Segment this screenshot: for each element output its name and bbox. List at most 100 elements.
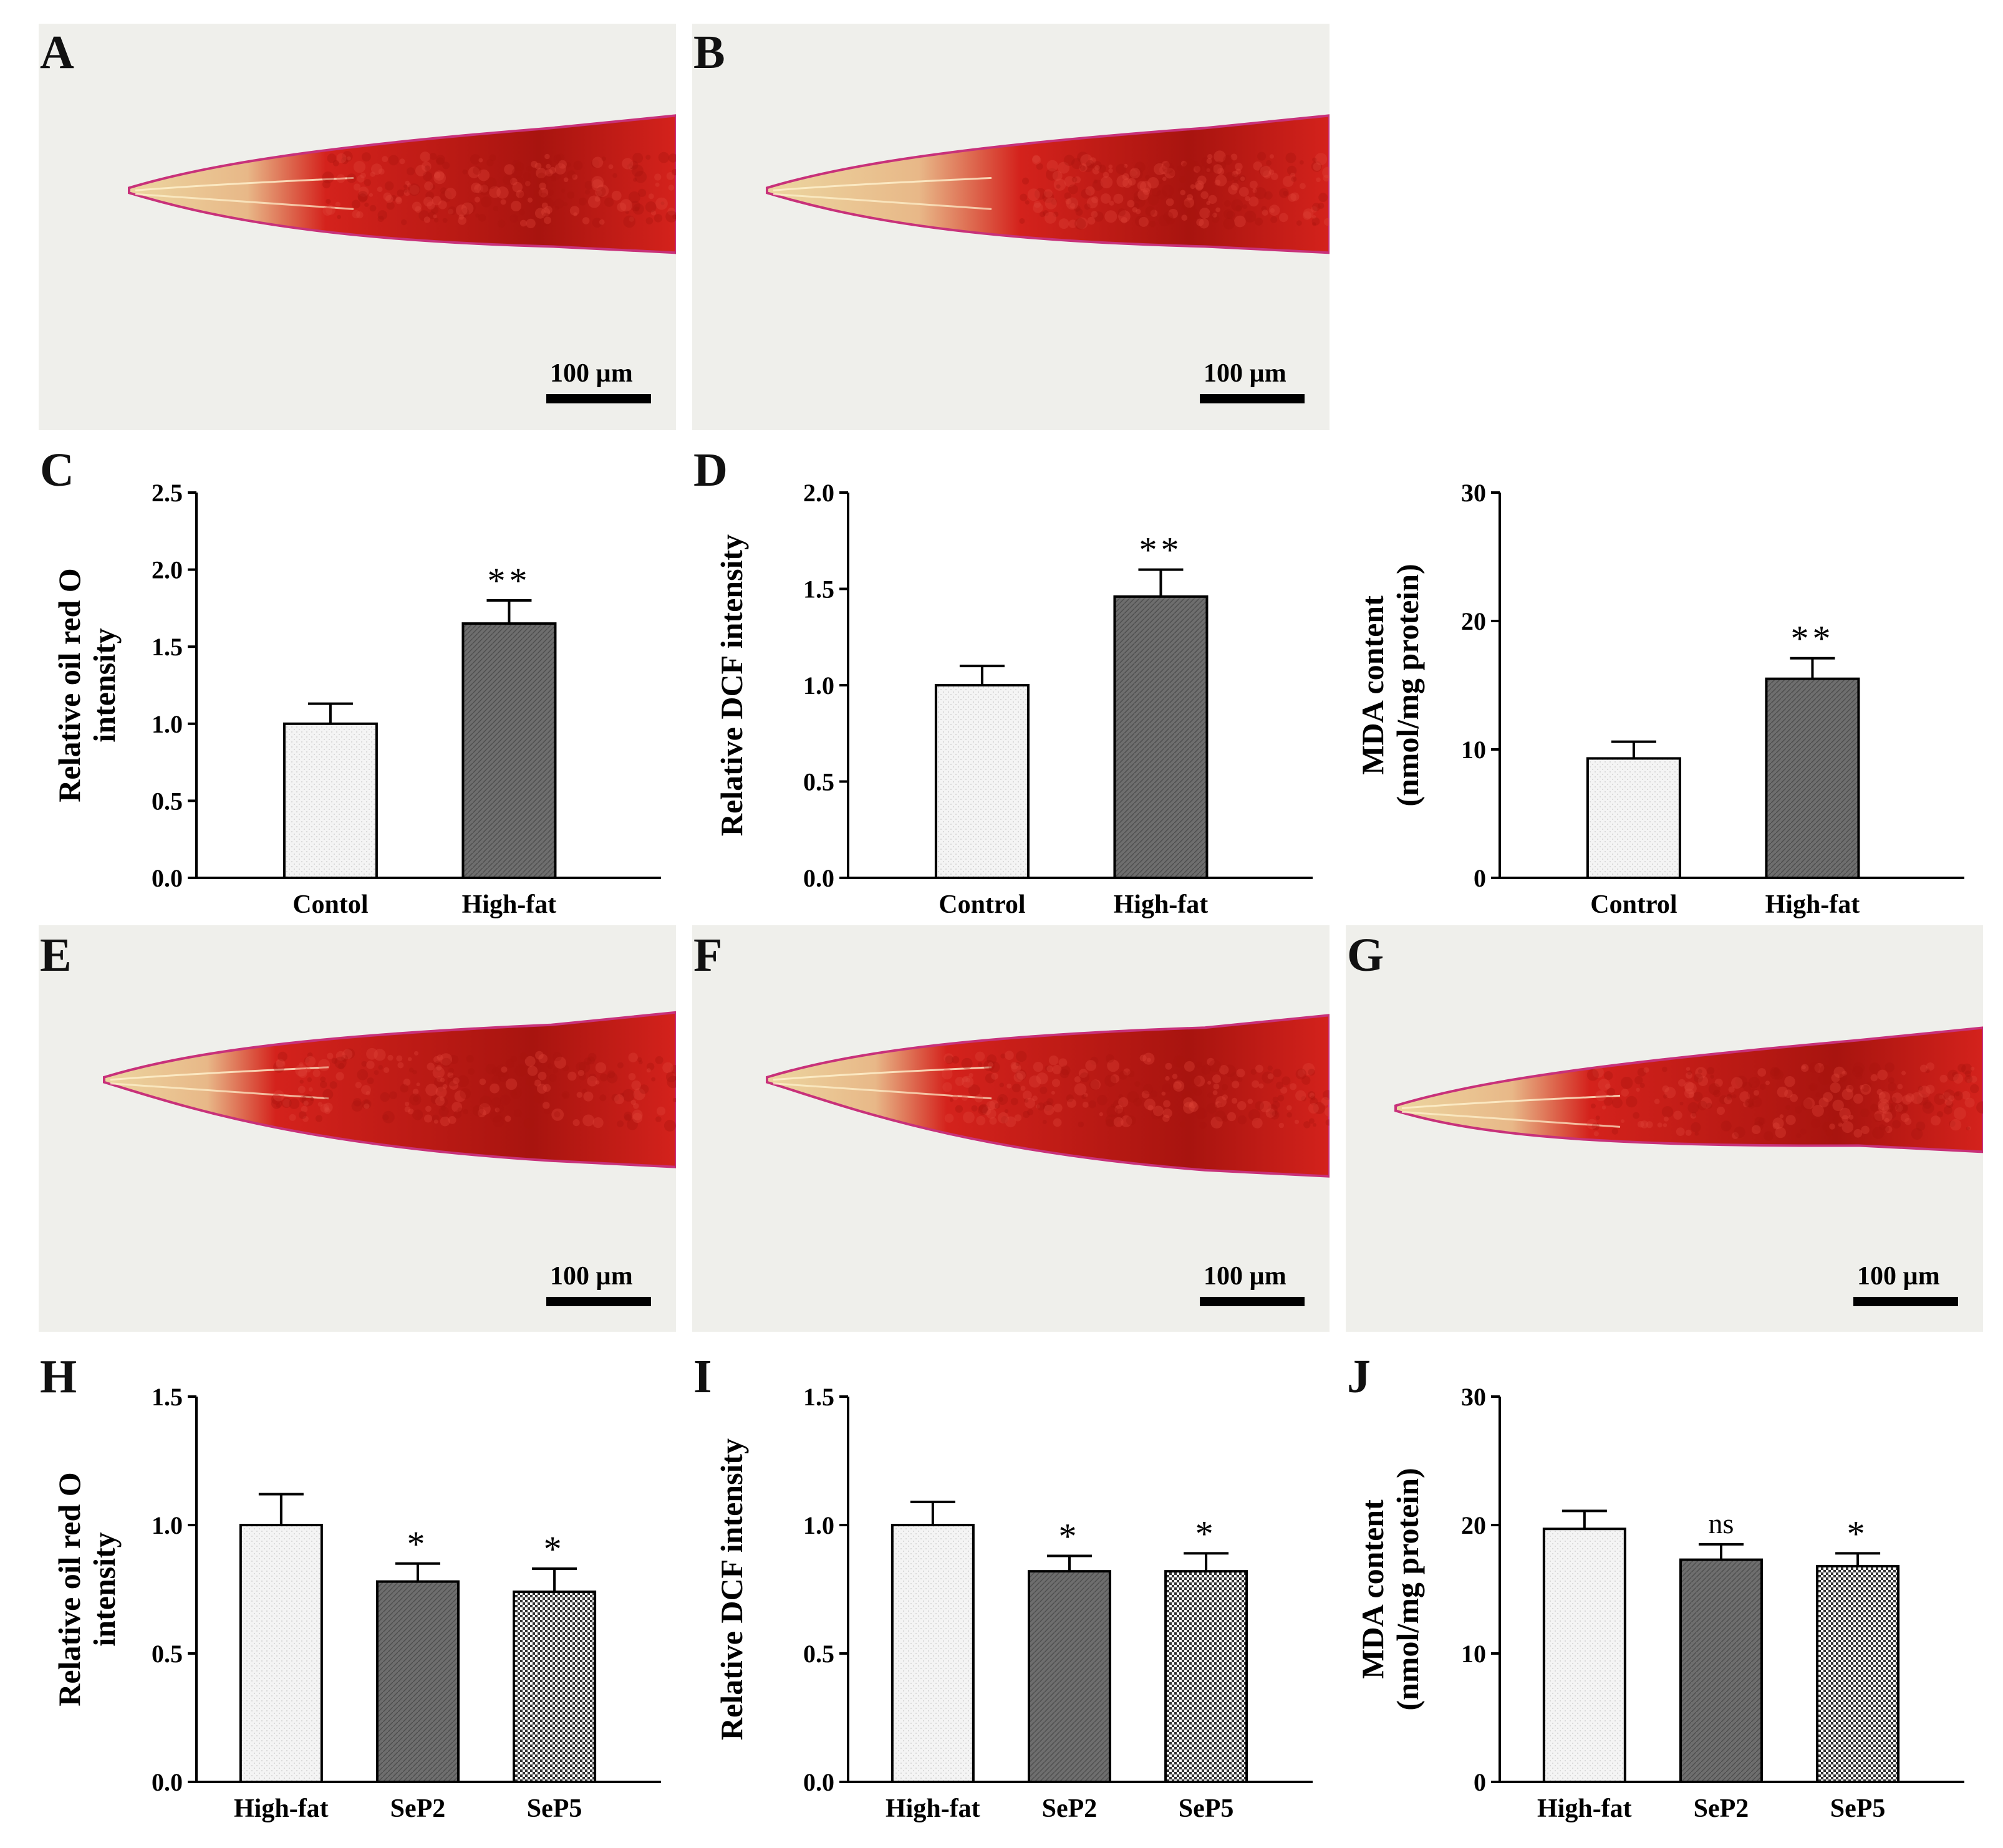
scale-bar-b	[1200, 394, 1305, 403]
micrograph-a	[39, 24, 676, 430]
scale-label-f: 100 µm	[1204, 1262, 1286, 1291]
category-label: SeP2	[390, 1794, 446, 1823]
significance-label: *	[544, 1529, 566, 1569]
significance-label: **	[1139, 530, 1182, 570]
y-tick-label: 2.0	[152, 556, 183, 584]
category-label: High-fat	[1114, 890, 1209, 919]
category-label: SeP5	[1830, 1794, 1886, 1823]
category-label: SeP2	[1694, 1794, 1749, 1823]
significance-label: **	[1790, 618, 1834, 659]
y-tick-label: 1.0	[803, 671, 834, 700]
y-tick-label: 1.0	[152, 1511, 183, 1539]
bar	[934, 684, 1030, 879]
significance-label: **	[487, 561, 531, 601]
panel-letter-e: E	[40, 929, 72, 981]
bar	[890, 1524, 975, 1783]
bar	[1113, 595, 1209, 880]
y-tick-label: 0	[1474, 1768, 1486, 1796]
scale-label-g: 100 µm	[1857, 1262, 1940, 1291]
y-tick-label: 0.5	[803, 768, 834, 796]
y-tick-label: 2.5	[152, 479, 183, 507]
scale-bar-a	[546, 394, 651, 403]
chart-mda-high-fat: 0 10 20 30 MDA content (nmol/mg protein) Contr…	[1347, 474, 1996, 929]
scale-bar-f	[1200, 1297, 1305, 1306]
y-tick-label: 0.0	[803, 1768, 834, 1796]
y-tick-label: 20	[1461, 607, 1486, 635]
y-axis-label: intensity	[87, 1532, 122, 1646]
y-tick-label: 0.0	[803, 864, 834, 892]
chart-d: 0.0 0.5 1.0 1.5 2.0 Relative DCF intensity Con…	[695, 474, 1319, 929]
y-tick-label: 2.0	[803, 479, 834, 507]
y-tick-label: 1.5	[803, 1383, 834, 1411]
category-label: High-fat	[462, 890, 557, 919]
category-label: Contol	[292, 890, 368, 919]
bar	[239, 1524, 323, 1783]
bar	[1816, 1564, 1900, 1783]
significance-label: ns	[1709, 1508, 1734, 1539]
category-label: SeP5	[527, 1794, 582, 1823]
scale-bar-g	[1853, 1297, 1958, 1306]
y-tick-label: 10	[1461, 736, 1486, 764]
y-tick-label: 0.5	[152, 1640, 183, 1668]
panel-letter-f: F	[693, 929, 723, 981]
y-tick-label: 0	[1474, 864, 1486, 892]
significance-label: *	[1058, 1516, 1080, 1556]
panel-letter-i: I	[693, 1350, 712, 1403]
bar	[513, 1591, 597, 1783]
y-axis-label: MDA content	[1355, 595, 1390, 775]
scale-label-b: 100 µm	[1204, 359, 1286, 388]
scale-label-a: 100 µm	[550, 359, 633, 388]
category-label: SeP5	[1179, 1794, 1234, 1823]
y-tick-label: 20	[1461, 1511, 1486, 1539]
y-axis-label: MDA content	[1355, 1499, 1390, 1679]
y-tick-label: 1.0	[803, 1511, 834, 1539]
y-axis-label: intensity	[87, 628, 122, 742]
y-axis-label: (nmol/mg protein)	[1390, 564, 1425, 806]
y-tick-label: 0.0	[152, 1768, 183, 1796]
category-label: Control	[939, 890, 1025, 919]
bar	[461, 622, 557, 879]
bar	[1679, 1558, 1763, 1783]
panel-letter-g: G	[1347, 929, 1384, 981]
category-label: Control	[1590, 890, 1677, 919]
y-tick-label: 30	[1461, 1383, 1486, 1411]
category-label: SeP2	[1042, 1794, 1098, 1823]
category-label: High-fat	[234, 1794, 329, 1823]
y-tick-label: 30	[1461, 479, 1486, 507]
y-axis-label: (nmol/mg protein)	[1390, 1468, 1425, 1710]
y-tick-label: 1.5	[803, 575, 834, 604]
y-tick-label: 10	[1461, 1640, 1486, 1668]
chart-i: 0.0 0.5 1.0 1.5 Relative DCF intensity High-f…	[695, 1378, 1319, 1839]
panel-letter-c: C	[40, 444, 74, 496]
y-axis-label: Relative DCF intensity	[714, 534, 749, 836]
panel-letter-d: D	[693, 444, 728, 496]
category-label: High-fat	[1537, 1794, 1632, 1823]
bar	[1542, 1528, 1626, 1783]
y-axis-label: Relative oil red O	[52, 568, 87, 802]
category-label: High-fat	[886, 1794, 980, 1823]
significance-label: *	[407, 1524, 428, 1564]
y-tick-label: 1.0	[152, 710, 183, 738]
y-axis-label: Relative oil red O	[52, 1472, 87, 1706]
y-axis-label: Relative DCF intensity	[714, 1438, 749, 1740]
bar	[282, 722, 378, 879]
significance-label: *	[1195, 1513, 1217, 1554]
micrograph-f	[692, 925, 1330, 1332]
y-tick-label: 0.5	[152, 787, 183, 815]
bar	[1027, 1570, 1111, 1783]
scale-label-e: 100 µm	[550, 1262, 633, 1291]
micrograph-b	[692, 24, 1330, 430]
panel-letter-a: A	[40, 26, 74, 79]
category-label: High-fat	[1765, 890, 1860, 919]
y-tick-label: 1.5	[152, 1383, 183, 1411]
bar	[375, 1580, 460, 1783]
y-tick-label: 0.5	[803, 1640, 834, 1668]
scale-bar-e	[546, 1297, 651, 1306]
y-tick-label: 1.5	[152, 633, 183, 661]
significance-label: *	[1847, 1513, 1869, 1554]
bar	[1765, 677, 1860, 879]
chart-j: 0 10 20 30 MDA content (nmol/mg protein) High-…	[1347, 1378, 1996, 1839]
